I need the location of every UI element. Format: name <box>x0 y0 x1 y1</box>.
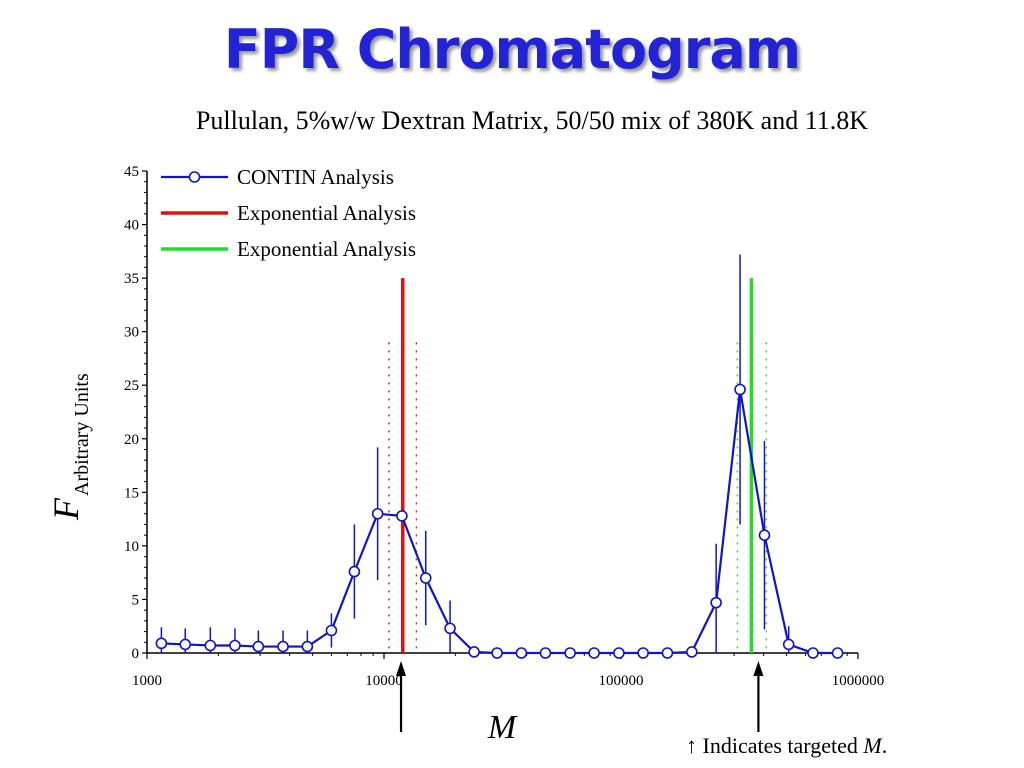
data-point <box>661 647 674 659</box>
data-point <box>491 647 503 659</box>
data-point <box>807 647 819 659</box>
error-bars <box>160 254 790 653</box>
y-axis-label-main: F <box>46 497 86 521</box>
data-point <box>229 639 241 652</box>
data-point <box>155 637 168 650</box>
data-point <box>758 529 771 541</box>
data-point <box>301 640 314 653</box>
y-tick-label: 45 <box>124 164 139 180</box>
contin-line <box>161 389 838 655</box>
legend-marker <box>188 171 201 183</box>
y-tick-label: 30 <box>124 325 139 341</box>
data-point <box>831 647 844 659</box>
y-tick-label: 5 <box>132 592 140 608</box>
legend-label: Exponential Analysis <box>237 201 416 225</box>
y-tick-label: 15 <box>124 485 139 501</box>
data-point <box>734 383 746 396</box>
y-tick-label: 20 <box>124 432 139 448</box>
data-point <box>564 647 576 659</box>
x-axis-label: M <box>487 709 518 746</box>
targeted-footnote: ↑ Indicates targeted M. <box>686 733 887 759</box>
y-tick-label: 40 <box>124 218 139 234</box>
contin-series <box>155 383 844 659</box>
y-tick-label: 25 <box>124 378 139 394</box>
x-tick-label: 1000 <box>132 673 162 689</box>
data-point <box>419 572 432 584</box>
targeted-arrows <box>396 661 764 732</box>
data-point <box>613 647 625 659</box>
chart-subtitle: Pullulan, 5%w/w Dextran Matrix, 50/50 mi… <box>195 106 869 135</box>
legend-label: CONTIN Analysis <box>237 165 394 189</box>
target-arrow-head <box>396 661 407 676</box>
data-point <box>637 647 649 659</box>
data-point <box>539 647 552 659</box>
data-point <box>710 596 722 609</box>
data-point <box>782 638 795 651</box>
x-tick-label: 1000000 <box>832 673 885 689</box>
target-arrow-head <box>753 661 764 676</box>
chart-legend: CONTIN Analysis Exponential Analysis Expon… <box>161 165 416 261</box>
data-point <box>396 510 408 522</box>
up-arrow-icon: ↑ <box>686 733 697 758</box>
axis-labels: FArbitrary Units M <box>46 373 518 746</box>
data-point <box>515 647 528 659</box>
y-axis-label: FArbitrary Units <box>46 373 93 521</box>
y-tick-label: 10 <box>124 539 139 555</box>
data-point <box>277 640 289 653</box>
y-tick-label: 0 <box>132 646 140 662</box>
x-tick-label: 100000 <box>599 673 644 689</box>
data-point <box>686 646 698 658</box>
chart-axes: 0 5 10 15 20 25 30 35 40 45 1000 10000 100000 1000000 <box>124 164 884 689</box>
data-point <box>371 507 384 520</box>
data-point <box>204 639 217 652</box>
data-point <box>348 565 361 578</box>
data-point <box>444 622 456 635</box>
page-title: FPR Chromatogram <box>223 18 801 81</box>
y-tick-label: 35 <box>124 271 139 287</box>
data-point <box>325 624 338 637</box>
y-axis-label-sub: Arbitrary Units <box>71 373 93 496</box>
data-point <box>588 647 600 659</box>
data-point <box>468 646 480 658</box>
legend-label: Exponential Analysis <box>237 237 416 261</box>
footnote-symbol: M <box>863 733 882 758</box>
footnote-text: Indicates targeted <box>702 733 858 758</box>
data-point <box>252 640 265 653</box>
exponential-lines <box>388 278 767 653</box>
data-point <box>179 638 192 651</box>
x-tick-label: 10000 <box>365 673 403 689</box>
footnote-period: . <box>881 733 888 758</box>
